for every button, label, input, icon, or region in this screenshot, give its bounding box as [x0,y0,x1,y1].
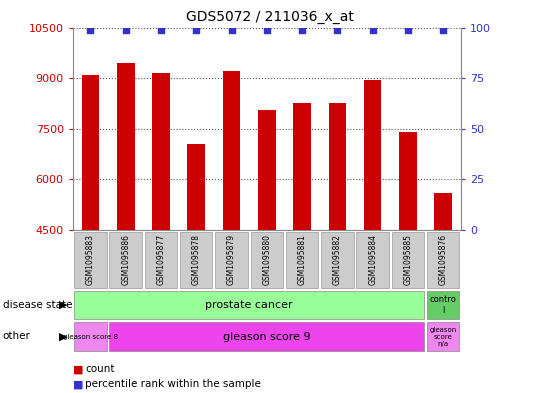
Text: GSM1095879: GSM1095879 [227,234,236,285]
Point [157,26,165,33]
Point [333,26,342,33]
Point [192,26,201,33]
Bar [152,73,170,230]
Text: gleason
score
n/a: gleason score n/a [430,327,457,347]
Text: prostate cancer: prostate cancer [205,300,293,310]
Bar [258,110,275,230]
FancyBboxPatch shape [180,232,212,288]
Text: GSM1095877: GSM1095877 [156,234,165,285]
FancyBboxPatch shape [286,232,319,288]
Text: contro
l: contro l [430,296,457,315]
FancyBboxPatch shape [392,232,424,288]
Point [404,26,412,33]
FancyBboxPatch shape [427,322,459,351]
Text: ■: ■ [73,364,83,375]
FancyBboxPatch shape [74,322,107,351]
Point [439,26,447,33]
Text: GSM1095882: GSM1095882 [333,234,342,285]
FancyBboxPatch shape [145,232,177,288]
FancyBboxPatch shape [74,232,107,288]
Bar [434,193,452,230]
Point [227,26,236,33]
Text: gleason score 8: gleason score 8 [63,334,118,340]
FancyBboxPatch shape [356,232,389,288]
Text: count: count [85,364,115,375]
FancyBboxPatch shape [215,232,248,288]
Point [86,26,95,33]
Text: GSM1095884: GSM1095884 [368,234,377,285]
Bar [223,72,240,230]
FancyBboxPatch shape [109,322,424,351]
Text: GSM1095881: GSM1095881 [298,234,307,285]
Text: ▶: ▶ [59,331,68,342]
Text: ▶: ▶ [59,300,68,310]
Bar [117,63,135,230]
Text: GSM1095885: GSM1095885 [403,234,412,285]
Point [121,26,130,33]
Text: GSM1095876: GSM1095876 [439,234,448,285]
Text: percentile rank within the sample: percentile rank within the sample [85,379,261,389]
Bar [329,103,346,230]
Bar [399,132,417,230]
Text: GSM1095883: GSM1095883 [86,234,95,285]
Bar [364,80,382,230]
FancyBboxPatch shape [427,291,459,320]
Text: GSM1095880: GSM1095880 [262,234,271,285]
Bar [81,75,99,230]
Bar [293,103,311,230]
FancyBboxPatch shape [251,232,283,288]
Point [298,26,306,33]
Text: disease state: disease state [3,300,72,310]
FancyBboxPatch shape [109,232,142,288]
Point [262,26,271,33]
Text: GSM1095878: GSM1095878 [192,234,201,285]
FancyBboxPatch shape [427,232,459,288]
Text: gleason score 9: gleason score 9 [223,332,310,342]
Point [368,26,377,33]
Bar [188,144,205,230]
Text: ■: ■ [73,379,83,389]
Text: GSM1095886: GSM1095886 [121,234,130,285]
Text: other: other [3,331,31,342]
FancyBboxPatch shape [321,232,354,288]
Text: GDS5072 / 211036_x_at: GDS5072 / 211036_x_at [185,10,354,24]
FancyBboxPatch shape [74,291,424,320]
